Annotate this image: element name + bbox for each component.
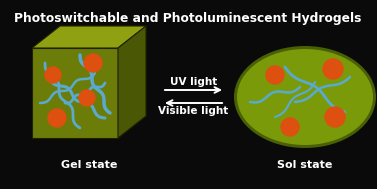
- Ellipse shape: [237, 49, 373, 145]
- Circle shape: [84, 54, 102, 72]
- Circle shape: [48, 109, 66, 127]
- Circle shape: [266, 66, 284, 84]
- Text: Photoswitchable and Photoluminescent Hydrogels: Photoswitchable and Photoluminescent Hyd…: [14, 12, 362, 25]
- Text: Visible light: Visible light: [158, 106, 228, 116]
- Circle shape: [323, 59, 343, 79]
- Circle shape: [325, 107, 345, 127]
- Polygon shape: [32, 26, 146, 48]
- Polygon shape: [32, 48, 118, 138]
- Text: UV light: UV light: [170, 77, 217, 87]
- Text: Sol state: Sol state: [277, 160, 333, 170]
- Polygon shape: [118, 26, 146, 138]
- Circle shape: [281, 118, 299, 136]
- Circle shape: [79, 90, 95, 106]
- Ellipse shape: [234, 46, 376, 148]
- Circle shape: [45, 67, 61, 83]
- Text: Gel state: Gel state: [61, 160, 117, 170]
